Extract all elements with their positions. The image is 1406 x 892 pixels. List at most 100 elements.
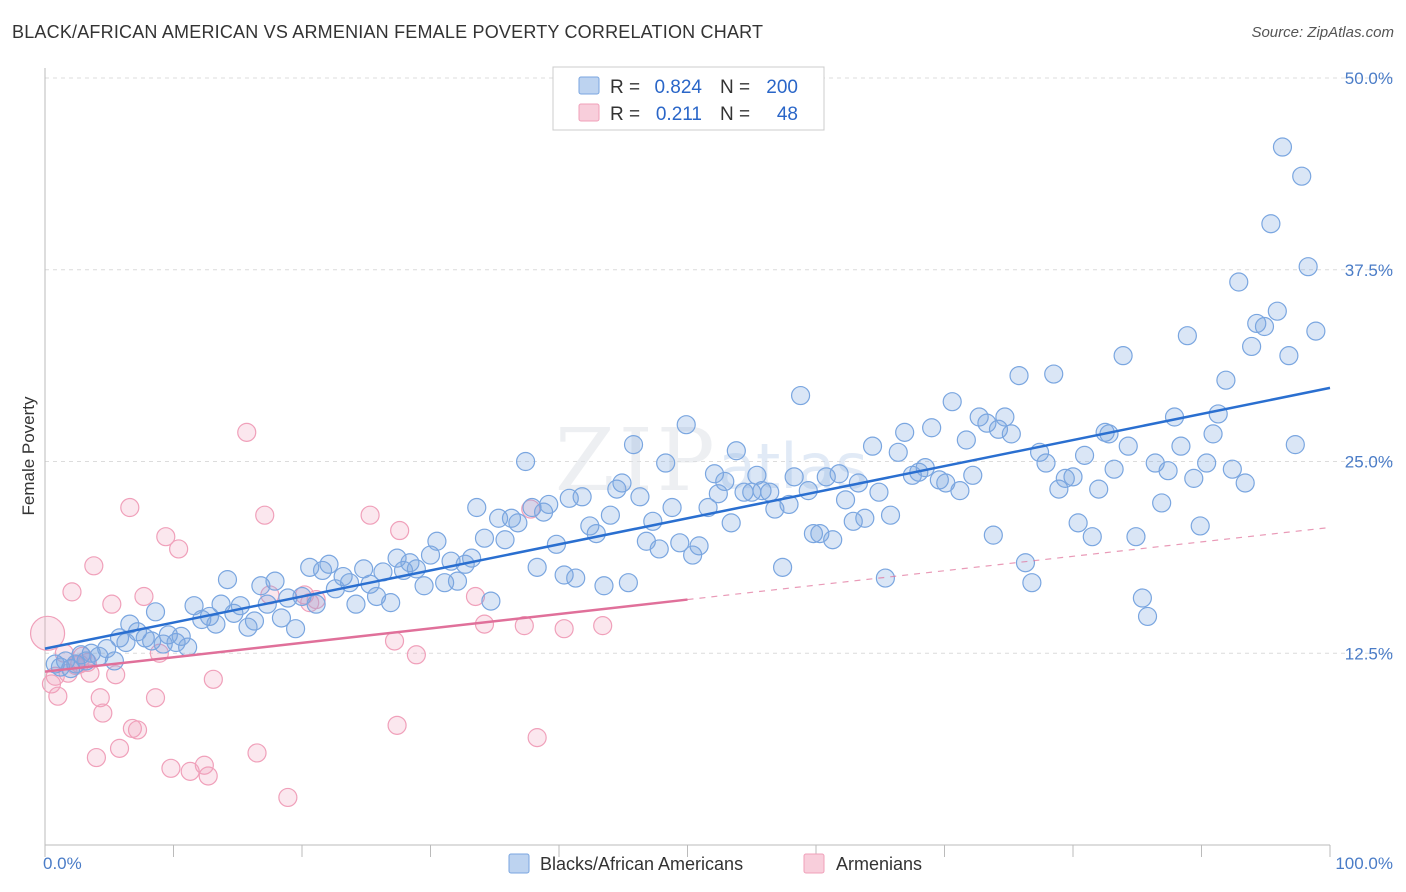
point-armenians <box>255 505 275 525</box>
point-blacks <box>586 523 606 544</box>
point-blacks <box>823 530 843 550</box>
grid <box>45 77 1395 654</box>
point-armenians <box>593 616 613 636</box>
point-blacks <box>895 422 915 442</box>
point-blacks <box>1049 479 1069 499</box>
point-blacks <box>142 631 162 651</box>
point-armenians <box>86 747 107 768</box>
point-armenians <box>554 619 574 639</box>
point-blacks <box>1022 573 1042 593</box>
point-blacks <box>1044 364 1064 384</box>
point-blacks <box>1197 453 1217 473</box>
point-armenians <box>145 688 166 708</box>
point-blacks <box>1184 468 1204 488</box>
point-blacks <box>942 392 962 412</box>
point-armenians <box>527 728 547 748</box>
point-armenians <box>62 582 82 602</box>
point-blacks <box>97 639 117 659</box>
point-blacks <box>178 637 198 657</box>
point-blacks <box>1261 214 1281 234</box>
point-armenians <box>156 527 176 547</box>
point-blacks <box>1074 445 1095 465</box>
point-armenians <box>134 586 154 607</box>
x-ticks <box>44 845 1331 857</box>
point-armenians <box>194 755 214 775</box>
point-blacks <box>1082 527 1102 547</box>
point-blacks <box>1208 404 1228 424</box>
point-blacks <box>922 418 942 438</box>
point-armenians <box>93 703 113 723</box>
point-blacks <box>983 525 1003 545</box>
chart-source: Source: ZipAtlas.com <box>1251 24 1394 41</box>
bottom-legend: Blacks/African Americans Armenians <box>508 853 922 874</box>
point-blacks <box>1254 316 1275 337</box>
point-blacks <box>572 487 592 507</box>
series-armenians <box>29 422 613 808</box>
point-blacks <box>265 571 285 591</box>
point-blacks <box>888 442 908 462</box>
point-blacks <box>447 571 468 591</box>
point-blacks <box>171 626 191 646</box>
point-armenians <box>29 615 66 651</box>
point-blacks <box>600 505 621 525</box>
point-blacks <box>566 568 586 588</box>
point-blacks <box>1068 513 1088 533</box>
point-armenians <box>109 738 130 758</box>
point-armenians <box>360 505 380 525</box>
point-armenians <box>237 422 257 442</box>
point-armenians <box>127 720 148 740</box>
trend-lines <box>44 386 1331 673</box>
point-blacks <box>387 548 407 568</box>
legend-r-value-1: 0.824 <box>654 77 702 98</box>
point-blacks <box>120 614 140 634</box>
point-blacks <box>1216 370 1236 390</box>
point-blacks <box>670 533 690 553</box>
point-blacks <box>495 530 515 550</box>
point-blacks <box>676 415 696 435</box>
point-blacks <box>656 453 676 473</box>
point-blacks <box>779 494 799 515</box>
point-armenians <box>84 556 104 576</box>
y-tick-label-3: 50.0% <box>1345 69 1393 88</box>
point-armenians <box>120 497 140 518</box>
point-blacks <box>527 557 547 577</box>
point-blacks <box>244 611 265 631</box>
point-armenians <box>80 663 100 683</box>
point-blacks <box>784 467 804 487</box>
point-blacks <box>760 482 780 502</box>
point-armenians <box>180 761 200 781</box>
point-blacks <box>319 554 339 574</box>
point-blacks <box>1055 468 1075 488</box>
trend-line-blacks <box>44 386 1331 650</box>
legend-r-value-2: 0.211 <box>656 104 702 125</box>
point-blacks <box>950 481 970 501</box>
bottom-legend-blacks: Blacks/African Americans <box>540 854 743 874</box>
point-blacks <box>855 508 875 528</box>
point-blacks <box>963 465 983 485</box>
watermark: ZIP <box>555 411 719 511</box>
trend-line-armenians <box>44 598 688 673</box>
point-blacks <box>285 619 306 639</box>
legend-r-label-2: R = <box>610 104 640 125</box>
point-blacks <box>554 565 574 585</box>
point-blacks <box>1242 336 1262 357</box>
point-blacks <box>1132 588 1152 608</box>
point-blacks <box>1190 516 1210 536</box>
point-armenians <box>278 787 298 808</box>
legend-swatch-armenians <box>578 103 600 122</box>
point-blacks <box>251 576 271 596</box>
point-blacks <box>346 594 366 614</box>
point-armenians <box>48 686 68 706</box>
point-blacks <box>539 494 559 515</box>
point-blacks <box>1063 467 1083 487</box>
point-blacks <box>1009 365 1029 386</box>
point-armenians <box>406 645 426 665</box>
point-blacks <box>752 481 772 501</box>
y-tick-label-1: 25.0% <box>1345 453 1393 472</box>
point-blacks <box>1267 301 1287 321</box>
point-blacks <box>1279 346 1299 366</box>
point-armenians <box>247 743 267 763</box>
point-blacks <box>862 436 883 456</box>
point-blacks <box>1158 461 1178 481</box>
